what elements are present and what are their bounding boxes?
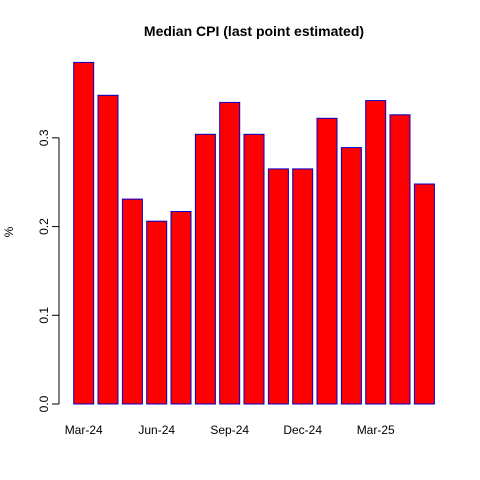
- y-tick-label: 0.3: [37, 129, 51, 146]
- x-tick-label: Mar-24: [65, 423, 103, 437]
- y-tick-label: 0.2: [37, 218, 51, 235]
- y-axis: 0.0 0.1 0.2 0.3: [37, 129, 60, 412]
- bar-Mar-24: [73, 61, 95, 405]
- bar-May-25: [413, 183, 435, 405]
- y-tick-label: 0.0: [37, 395, 51, 412]
- x-tick-label: Jun-24: [138, 423, 175, 437]
- bar-Apr-25: [389, 114, 411, 405]
- y-tick-label: 0.1: [37, 307, 51, 324]
- bar-Apr-24: [97, 94, 119, 405]
- x-tick-label: Dec-24: [283, 423, 322, 437]
- bar-Jul-24: [170, 211, 192, 405]
- x-tick-label: Sep-24: [210, 423, 249, 437]
- bar-Aug-24: [194, 133, 216, 405]
- bar-Nov-24: [267, 168, 289, 405]
- chart-title: Median CPI (last point estimated): [144, 23, 364, 39]
- bars: [73, 61, 435, 405]
- bar-Jan-25: [316, 117, 338, 405]
- bar-Sep-24: [219, 101, 241, 405]
- x-tick-label: Mar-25: [357, 423, 395, 437]
- bar-Dec-24: [292, 168, 314, 405]
- bar-May-24: [121, 198, 143, 405]
- y-axis-label: %: [2, 226, 16, 237]
- x-axis-labels: Mar-24 Jun-24 Sep-24 Dec-24 Mar-25: [65, 423, 395, 437]
- bar-Feb-25: [340, 147, 362, 405]
- bar-Oct-24: [243, 133, 265, 405]
- bar-Mar-25: [365, 100, 387, 405]
- bar-Jun-24: [146, 220, 168, 405]
